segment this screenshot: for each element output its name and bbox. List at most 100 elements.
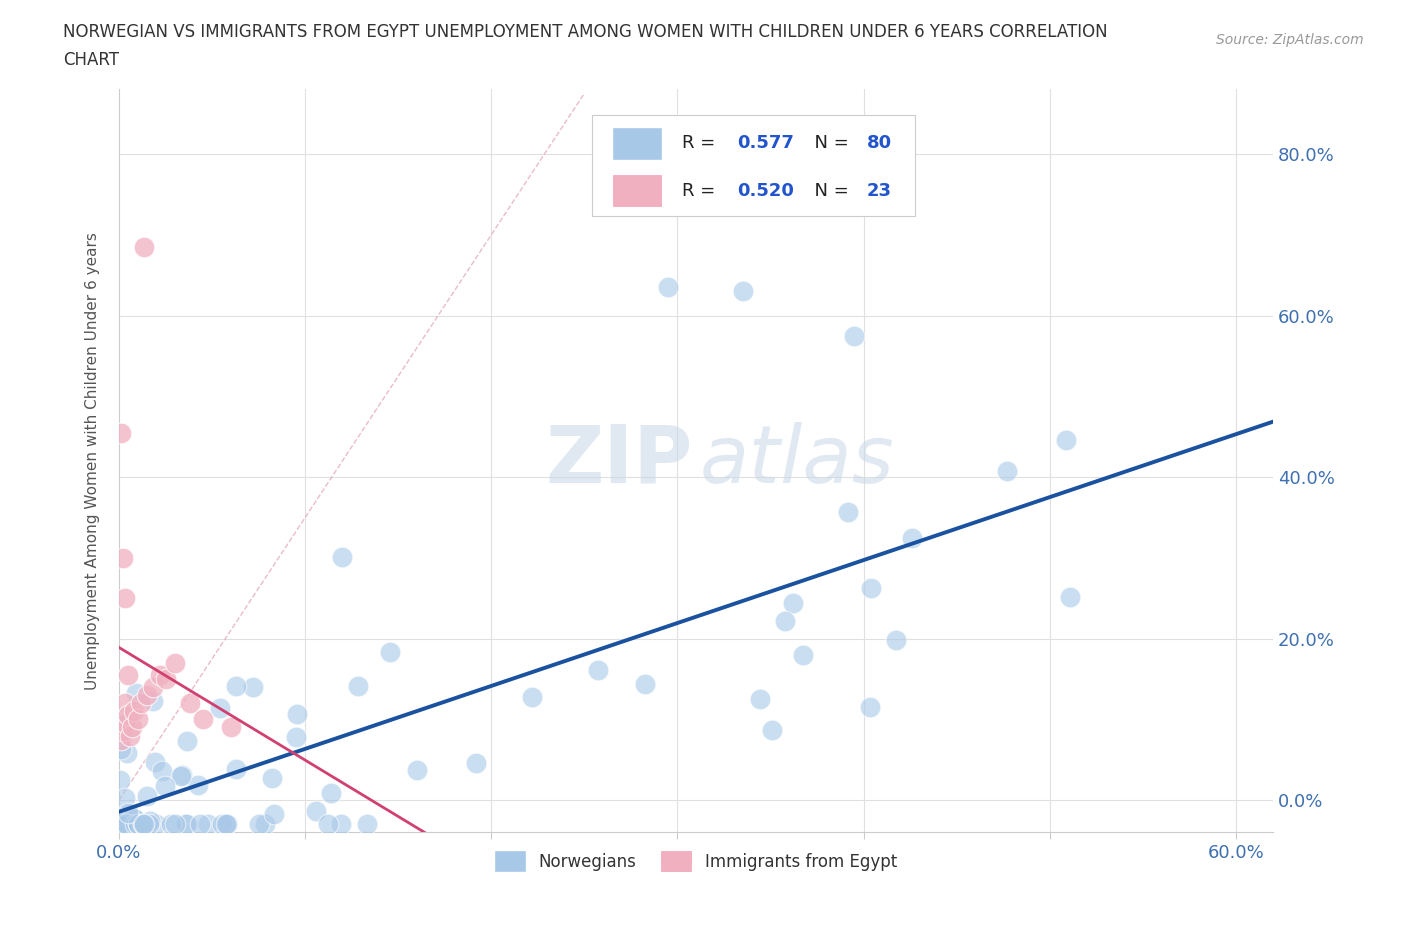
Point (117, 805, 139, 820)
Point (263, 806, 285, 821)
Point (132, 817, 155, 831)
Point (110, 732, 132, 747)
Point (108, 817, 131, 831)
Point (356, 817, 378, 831)
Point (138, 817, 160, 831)
Point (134, 817, 156, 831)
Point (761, 723, 783, 737)
Point (773, 613, 796, 628)
Point (122, 704, 145, 719)
Text: 0.520: 0.520 (738, 181, 794, 200)
Point (179, 696, 201, 711)
Point (149, 668, 172, 683)
Bar (613, 128, 661, 159)
Point (169, 768, 191, 783)
Point (170, 768, 193, 783)
Point (127, 712, 149, 727)
Point (108, 773, 131, 788)
Point (115, 817, 138, 831)
Y-axis label: Unemployment Among Women with Children Under 6 years: Unemployment Among Women with Children U… (86, 232, 100, 690)
Point (143, 755, 166, 770)
Point (125, 685, 148, 700)
Point (114, 716, 136, 731)
Text: R =: R = (682, 135, 721, 153)
Point (242, 680, 264, 695)
Point (160, 817, 183, 831)
Point (110, 742, 132, 757)
Point (176, 817, 198, 831)
Point (214, 817, 236, 831)
Point (120, 728, 142, 743)
Point (211, 817, 233, 831)
Point (860, 580, 883, 595)
Point (330, 550, 353, 565)
Point (124, 811, 146, 826)
Point (136, 687, 159, 702)
Point (219, 720, 242, 735)
Point (634, 676, 657, 691)
Text: N =: N = (803, 181, 855, 200)
Legend: Norwegians, Immigrants from Egypt: Norwegians, Immigrants from Egypt (486, 843, 905, 880)
Bar (613, 175, 661, 206)
Text: N =: N = (803, 135, 855, 153)
Point (330, 817, 353, 831)
Point (117, 668, 139, 683)
Point (318, 817, 340, 831)
Point (111, 551, 134, 565)
Text: NORWEGIAN VS IMMIGRANTS FROM EGYPT UNEMPLOYMENT AMONG WOMEN WITH CHILDREN UNDER : NORWEGIAN VS IMMIGRANTS FROM EGYPT UNEMP… (63, 23, 1108, 41)
Point (792, 647, 814, 662)
Point (163, 656, 186, 671)
Text: atlas: atlas (700, 422, 894, 500)
Point (884, 632, 907, 647)
Point (347, 679, 370, 694)
Text: Source: ZipAtlas.com: Source: ZipAtlas.com (1216, 33, 1364, 46)
Point (139, 813, 162, 828)
Point (115, 746, 138, 761)
Point (188, 817, 211, 831)
Point (110, 425, 132, 440)
Point (657, 280, 679, 295)
Point (145, 817, 167, 831)
Point (215, 817, 238, 831)
Point (114, 817, 136, 831)
Point (748, 691, 770, 706)
Point (114, 696, 136, 711)
Text: 0.577: 0.577 (738, 135, 794, 153)
Point (165, 817, 187, 831)
Point (858, 700, 880, 715)
Point (155, 671, 177, 686)
Point (285, 707, 308, 722)
Point (187, 777, 209, 792)
Point (142, 694, 165, 709)
Point (108, 713, 131, 728)
Point (121, 720, 143, 735)
Point (225, 762, 247, 777)
Point (115, 817, 138, 831)
Point (142, 680, 165, 695)
Point (176, 734, 198, 749)
Point (111, 724, 134, 739)
Text: R =: R = (682, 181, 721, 200)
Point (782, 596, 804, 611)
Text: 80: 80 (868, 135, 891, 153)
Point (191, 712, 214, 727)
Point (122, 810, 145, 825)
Point (225, 679, 247, 694)
Point (464, 755, 486, 770)
Point (1059, 590, 1081, 604)
Point (114, 790, 136, 805)
Point (284, 730, 307, 745)
Point (124, 817, 146, 831)
Point (305, 804, 328, 818)
Point (586, 662, 609, 677)
Point (844, 328, 866, 343)
Text: CHART: CHART (63, 51, 120, 69)
Point (260, 771, 283, 786)
Point (132, 817, 155, 831)
Point (522, 690, 544, 705)
Point (837, 505, 859, 520)
Point (254, 817, 277, 831)
Point (378, 644, 401, 659)
Point (134, 239, 156, 254)
Point (197, 817, 219, 831)
